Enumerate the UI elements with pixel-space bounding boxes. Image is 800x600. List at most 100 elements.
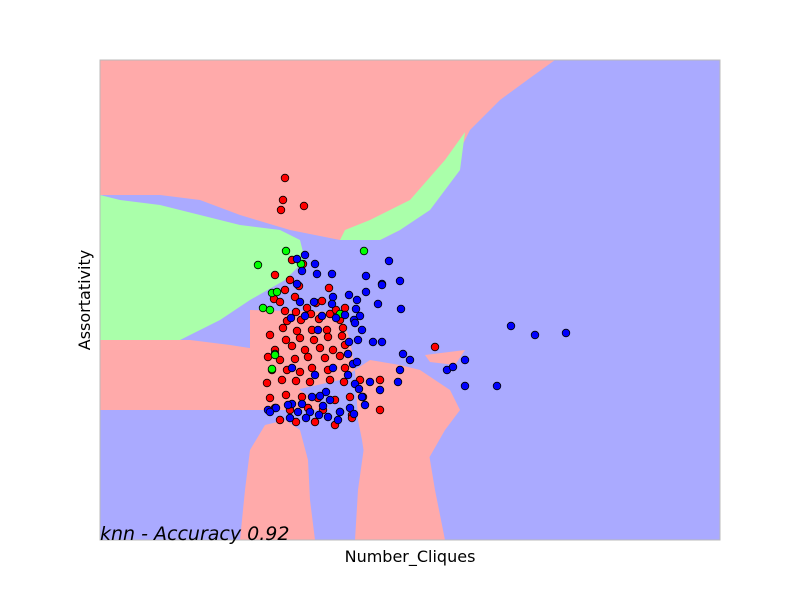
point-blue-45: [448, 362, 458, 372]
point-blue-24: [396, 304, 406, 314]
point-red-50: [335, 351, 345, 361]
point-blue-36: [377, 337, 387, 347]
point-blue-27: [317, 311, 327, 321]
point-red-4: [276, 205, 286, 215]
point-blue-33: [344, 337, 354, 347]
point-blue-31: [313, 325, 323, 335]
point-blue-19: [340, 310, 350, 320]
point-blue-8: [361, 271, 371, 281]
point-blue-49: [328, 363, 338, 373]
point-red-15: [324, 283, 334, 293]
point-red-41: [300, 345, 310, 355]
point-blue-69: [293, 407, 303, 417]
point-blue-25: [286, 313, 296, 323]
point-red-83: [430, 342, 440, 352]
point-blue-62: [325, 395, 335, 405]
point-red-46: [275, 355, 285, 365]
point-red-35: [295, 333, 305, 343]
point-red-38: [337, 331, 347, 341]
point-blue-72: [335, 407, 345, 417]
point-blue-3: [310, 259, 320, 269]
decision-region-green-3: [340, 132, 465, 240]
point-blue-54: [365, 377, 375, 387]
point-red-54: [307, 363, 317, 373]
point-blue-46: [460, 355, 470, 365]
point-blue-56: [460, 381, 470, 391]
decision-regions: [100, 60, 555, 540]
y-axis-label: Assortativity: [75, 250, 94, 350]
point-blue-67: [271, 403, 281, 413]
point-blue-63: [307, 392, 317, 402]
point-blue-15: [344, 290, 354, 300]
point-blue-30: [357, 325, 367, 335]
plot-frame: [99, 59, 721, 541]
point-green-12: [270, 350, 280, 360]
point-red-9: [280, 285, 290, 295]
point-red-18: [280, 306, 290, 316]
point-blue-18: [351, 304, 361, 314]
point-blue-41: [405, 355, 415, 365]
point-red-37: [323, 332, 333, 342]
point-red-14: [302, 303, 312, 313]
point-blue-74: [360, 400, 370, 410]
point-green-3: [359, 246, 369, 256]
point-blue-34: [353, 335, 363, 345]
point-blue-9: [395, 276, 405, 286]
point-blue-23: [327, 299, 337, 309]
point-blue-14: [352, 295, 362, 305]
point-blue-57: [492, 381, 502, 391]
point-blue-43: [395, 365, 405, 375]
point-green-6: [272, 287, 282, 297]
point-blue-42: [343, 349, 353, 359]
point-blue-1: [300, 250, 310, 260]
point-blue-61: [357, 392, 367, 402]
point-red-3: [299, 201, 309, 211]
point-green-7: [258, 303, 268, 313]
point-blue-21: [295, 297, 305, 307]
point-red-21: [325, 309, 335, 319]
point-green-8: [265, 305, 275, 315]
point-blue-75: [314, 410, 324, 420]
point-red-1: [280, 173, 290, 183]
point-blue-22: [309, 297, 319, 307]
point-red-79: [291, 417, 301, 427]
point-blue-5: [297, 266, 307, 276]
point-red-80: [310, 417, 320, 427]
point-blue-2: [292, 254, 302, 264]
point-blue-76: [265, 407, 275, 417]
point-blue-16: [373, 299, 383, 309]
point-red-31: [322, 325, 332, 335]
point-blue-78: [301, 413, 311, 423]
point-red-45: [263, 352, 273, 362]
point-blue-79: [323, 412, 333, 422]
point-red-65: [297, 392, 307, 402]
point-blue-71: [318, 401, 328, 411]
decision-region-blue-6: [100, 410, 260, 540]
point-red-84: [375, 405, 385, 415]
point-blue-20: [355, 311, 365, 321]
point-red-49: [320, 353, 330, 363]
point-blue-11: [292, 279, 302, 289]
point-blue-13: [361, 287, 371, 297]
decision-region-red-9: [425, 350, 465, 365]
point-blue-17: [328, 292, 338, 302]
point-red-19: [291, 307, 301, 317]
point-blue-28: [331, 313, 341, 323]
decision-region-red-7: [240, 420, 315, 540]
point-red-53: [295, 367, 305, 377]
point-red-48: [303, 352, 313, 362]
point-red-57: [262, 378, 272, 388]
point-blue-37: [506, 321, 516, 331]
point-blue-50: [287, 363, 297, 373]
point-red-61: [325, 375, 335, 385]
point-red-60: [305, 377, 315, 387]
point-blue-38: [530, 330, 540, 340]
point-red-42: [315, 343, 325, 353]
point-blue-58: [354, 384, 364, 394]
point-red-64: [281, 390, 291, 400]
point-blue-82: [375, 385, 385, 395]
point-blue-32: [350, 318, 360, 328]
point-red-63: [265, 393, 275, 403]
point-blue-6: [312, 269, 322, 279]
